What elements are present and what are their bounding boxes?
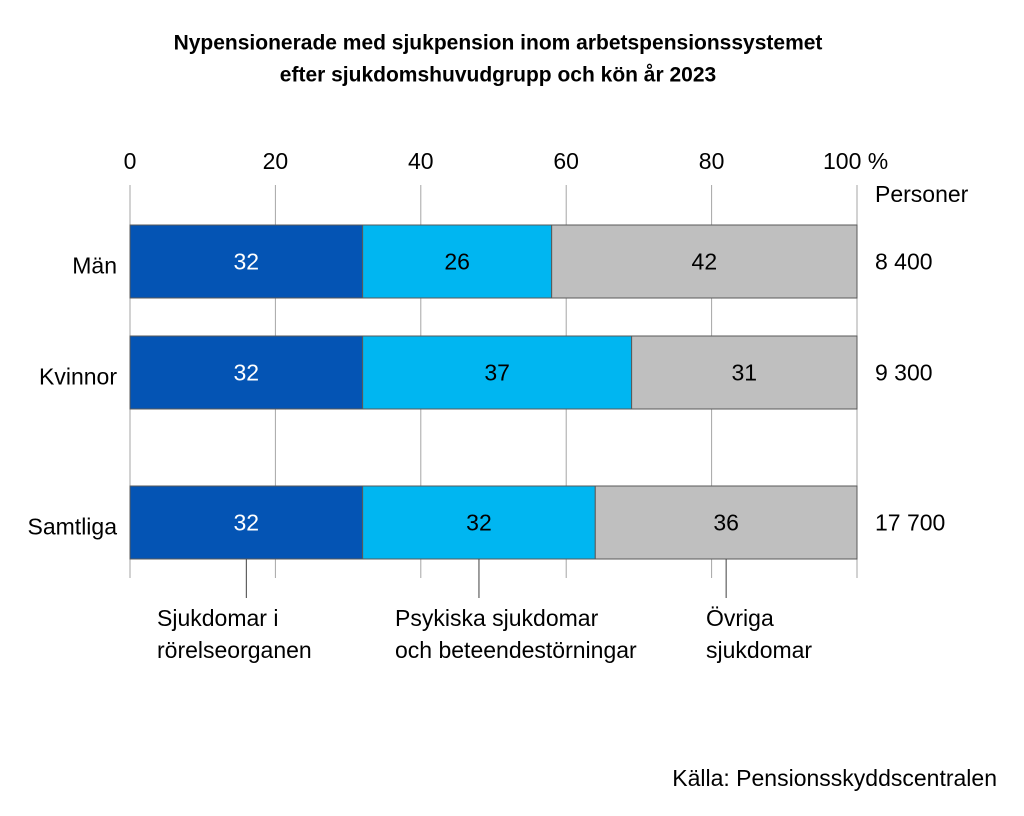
category-label: Samtliga xyxy=(28,514,118,540)
value-label: 32 xyxy=(234,249,260,275)
value-label: 42 xyxy=(692,249,718,275)
source: Källa: Pensionsskyddscentralen xyxy=(672,765,997,791)
value-label: 37 xyxy=(484,360,510,386)
x-tick-label: 40 xyxy=(408,148,434,174)
chart-title: efter sjukdomshuvudgrupp och kön år 2023 xyxy=(280,64,716,87)
x-tick-label: 0 xyxy=(124,148,137,174)
total-label: 9 300 xyxy=(875,360,933,386)
value-label: 32 xyxy=(234,360,260,386)
legend-entry: Övriga sjukdomar xyxy=(706,605,813,663)
legend-entry: Sjukdomar i rörelseorganen xyxy=(157,605,312,663)
bar-segment xyxy=(631,335,858,410)
legend-entry: Psykiska sjukdomar och beteendestörninga… xyxy=(395,605,637,663)
bar-segment xyxy=(362,485,596,560)
value-label: 36 xyxy=(713,510,739,536)
bar-segment xyxy=(129,335,364,410)
x-tick-label: 80 xyxy=(699,148,725,174)
chart-title: Nypensionerade med sjukpension inom arbe… xyxy=(174,32,823,55)
x-tick-label: 60 xyxy=(553,148,579,174)
total-label: 17 700 xyxy=(875,510,945,536)
bar-segment xyxy=(129,485,364,560)
value-label: 26 xyxy=(444,249,470,275)
category-label: Kvinnor xyxy=(39,364,117,390)
bar-segment xyxy=(551,224,858,299)
value-label: 31 xyxy=(732,360,758,386)
bar-segment xyxy=(362,335,633,410)
value-label: 32 xyxy=(466,510,492,536)
totals-header: Personer xyxy=(875,181,969,207)
total-label: 8 400 xyxy=(875,249,933,275)
x-tick-label: 100 % xyxy=(823,148,888,174)
x-tick-label: 20 xyxy=(263,148,289,174)
category-label: Män xyxy=(72,253,117,279)
value-label: 32 xyxy=(234,510,260,536)
bar-segment xyxy=(129,224,364,299)
